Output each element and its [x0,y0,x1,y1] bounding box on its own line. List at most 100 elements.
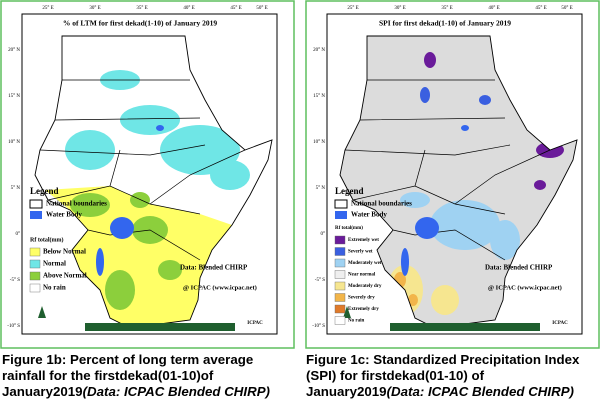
caption-note: (Data: ICPAC Blended CHIRP) [82,384,270,399]
above-normal-area [70,193,110,217]
map-panel: ICPAC 25° E 30° E 35° E 40° E 45° E 50° E 20° N… [305,0,600,349]
legend-swatch [334,247,346,256]
lat-label: 5° N [316,186,326,191]
normal-area [65,130,115,170]
lat-label: 10° N [313,140,325,145]
caption-note: (Data: ICPAC Blended CHIRP) [386,384,574,399]
national-boundaries [39,79,246,261]
lon-label: 35° E [441,6,452,11]
legend-swatch [334,304,346,314]
lon-label: 40° E [183,6,194,11]
figure: ICPAC 25° E 30° E 35° E 40° E 45° E 50° E 20° N… [0,0,600,349]
legend-label: Below Normal [43,248,86,256]
lat-label: -10° S [312,324,325,329]
lon-label: 50° E [256,6,267,11]
lon-label: 25° E [347,6,358,11]
legend-label: National boundaries [351,200,412,208]
above-normal-area [158,260,182,280]
caption-text: Figure 1c: Standardized Precipitation In… [306,352,580,399]
lon-label: 30° E [89,6,100,11]
legend-swatch [334,270,346,279]
caption-text: Figure 1b: Percent of long term average … [2,352,254,399]
rf-title: Rf total(mm) [335,226,363,231]
rainfall-areas [45,70,250,328]
lake [110,217,134,239]
legend-swatch [334,258,346,268]
wet-area [400,192,430,208]
footer-banner [85,323,235,331]
credit: @ ICPAC (www.icpac.net) [488,284,562,291]
map-panel: ICPAC 25° E 30° E 35° E 40° E 45° E 50° E 20° N… [0,0,295,349]
extreme-wet-area [534,180,546,190]
legend-swatch [334,281,346,291]
legend-label: Extremely dry [348,307,379,312]
lat-label: 15° N [313,94,325,99]
legend-label: Moderately wet [348,261,382,266]
lake [415,217,439,239]
map-title: SPI for first dekad(1-10) of January 201… [379,19,511,28]
legend-label: Normal [43,260,66,268]
normal-area [120,105,180,135]
severe-wet-area [420,87,430,103]
lat-label: 5° N [11,186,21,191]
footer-banner [390,323,540,331]
data-source: Data: Blended CHIRP [180,264,248,272]
legend-label: Above Normal [43,272,87,280]
lat-label: -10° S [7,324,20,329]
lake [461,125,469,131]
dry-area [431,285,459,315]
north-arrow [38,306,46,318]
land [340,36,577,328]
lon-label: 45° E [535,6,546,11]
severe-wet-area [479,95,491,105]
legend-label: Severly wet [348,250,373,255]
wet-area [430,200,500,250]
above-normal-area [105,270,135,310]
boundary-swatch [334,199,348,209]
north-arrow [343,306,351,318]
legend-title: Legend [335,186,364,196]
water-swatch [335,211,347,219]
outline [339,35,578,329]
water-swatch [30,211,42,219]
lat-label: -5° S [315,278,325,283]
legend-swatch [29,283,41,293]
lon-label: 40° E [488,6,499,11]
lon-label: 45° E [230,6,241,11]
legend-label: Extremely wet [348,238,379,243]
legend-label: Moderately dry [348,284,382,289]
logo-text: ICPAC [247,321,263,326]
caption: Figure 1b: Percent of long term average … [2,352,294,400]
legend-swatch [29,271,41,281]
normal-area [210,160,250,190]
logo-text: ICPAC [552,321,568,326]
legend-label: National boundaries [46,200,107,208]
lon-label: 35° E [136,6,147,11]
legend-title: Legend [30,186,59,196]
legend-swatch [334,316,346,325]
credit: @ ICPAC (www.icpac.net) [183,284,257,291]
wet-area [490,220,520,260]
panel-border [305,0,600,349]
lon-label: 50° E [561,6,572,11]
legend-label: No rain [348,319,364,324]
national-boundaries [344,79,551,261]
legend-label: Water Body [351,211,387,219]
boundary-swatch [29,199,43,209]
legend-swatch [29,247,41,257]
map-title: % of LTM for first dekad(1-10) of Januar… [63,19,217,28]
legend-label: Water Body [46,211,82,219]
extreme-wet-area [424,52,436,68]
panel-border [0,0,295,349]
lat-label: 15° N [8,94,20,99]
lat-label: 10° N [8,140,20,145]
data-source: Data: Blended CHIRP [485,264,553,272]
caption: Figure 1c: Standardized Precipitation In… [306,352,598,400]
lat-label: -5° S [10,278,20,283]
legend-label: Severely dry [348,296,375,301]
outline [34,35,273,329]
below-normal-area [45,186,232,328]
lon-label: 25° E [42,6,53,11]
lat-label: 0° [16,232,21,237]
